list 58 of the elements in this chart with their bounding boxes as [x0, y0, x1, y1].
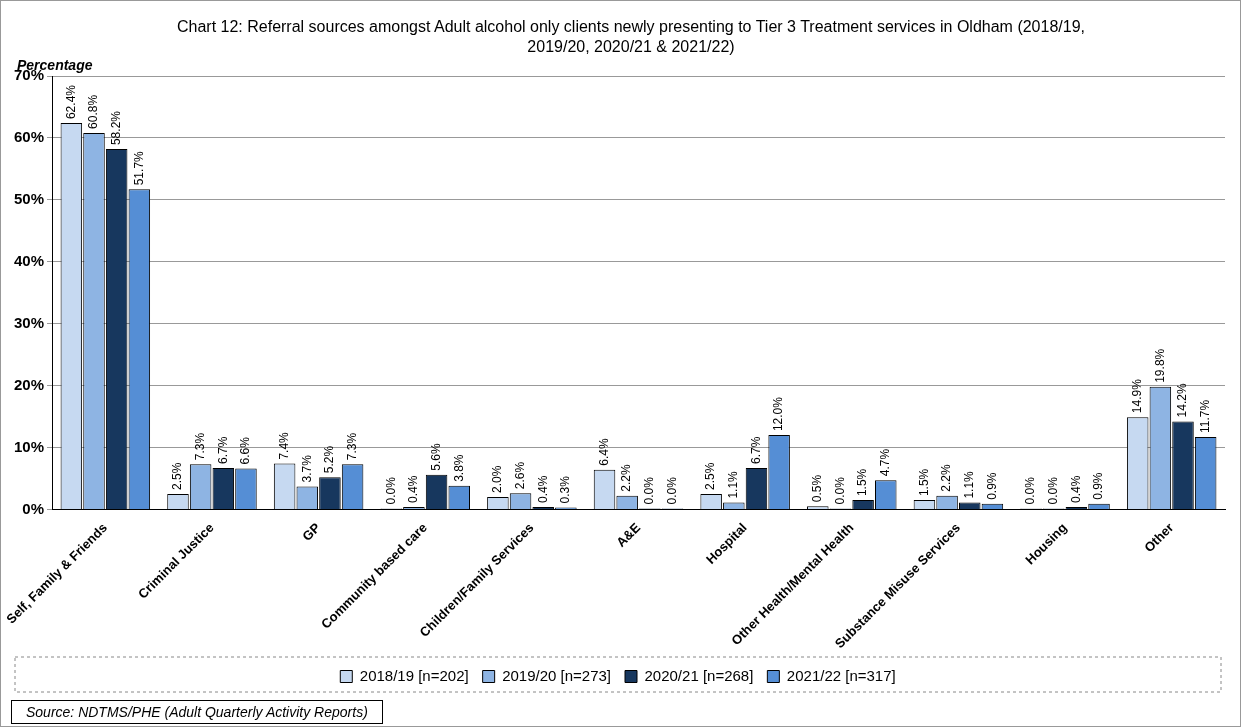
data-label: 1.1%: [726, 470, 741, 499]
data-label: 7.3%: [344, 432, 359, 461]
data-label: 1.5%: [855, 468, 870, 497]
data-label: 3.8%: [451, 454, 466, 482]
data-label: 0.9%: [984, 472, 999, 500]
data-label: 3.7%: [299, 454, 314, 483]
data-label: 2.5%: [170, 462, 185, 490]
data-label: 5.2%: [322, 445, 337, 474]
data-label: 0.0%: [832, 476, 847, 505]
data-label: 0.4%: [535, 475, 550, 503]
data-label: 0.0%: [383, 476, 398, 505]
data-label: 58.2%: [108, 110, 123, 146]
y-tick-label: 60%: [13, 128, 45, 146]
y-tick-label: 10%: [13, 437, 45, 455]
y-tick-label: 0%: [22, 499, 45, 517]
data-label: 0.4%: [1068, 475, 1083, 503]
data-label: 6.4%: [596, 438, 611, 466]
data-label: 7.4%: [276, 431, 291, 460]
legend-label: 2020/21 [n=268]: [644, 666, 754, 684]
data-label: 12.0%: [771, 396, 786, 432]
y-tick-label: 20%: [13, 375, 45, 393]
data-label: 2.5%: [703, 462, 718, 490]
data-label: 1.5%: [916, 468, 931, 497]
legend-label: 2019/20 [n=273]: [502, 666, 612, 684]
data-label: 0.9%: [1091, 472, 1106, 500]
data-label: 6.6%: [238, 436, 253, 465]
y-tick-label: 40%: [13, 251, 45, 269]
legend-label: 2021/22 [n=317]: [786, 666, 896, 684]
data-label: 7.3%: [192, 432, 207, 461]
data-label: 2.2%: [619, 464, 634, 492]
x-tick-label: GP: [299, 519, 324, 544]
data-label: 11.7%: [1197, 399, 1212, 433]
data-label: 14.2%: [1175, 383, 1190, 418]
y-tick-label: 30%: [13, 313, 45, 331]
data-label: 2.6%: [512, 461, 527, 490]
data-label: 0.0%: [642, 476, 657, 505]
data-label: 6.7%: [215, 436, 230, 464]
source-note: Source: NDTMS/PHE (Adult Quarterly Activity Reports): [11, 700, 383, 724]
data-label: 6.7%: [748, 436, 763, 464]
data-label: 60.8%: [86, 94, 101, 129]
data-label: 51.7%: [131, 150, 146, 186]
data-label: 0.5%: [810, 474, 825, 503]
data-label: 2.0%: [490, 465, 505, 493]
data-label: 14.9%: [1130, 378, 1145, 414]
data-label: 1.1%: [962, 470, 977, 499]
data-label: 2.2%: [939, 464, 954, 492]
data-label: 62.4%: [63, 84, 78, 120]
data-label: 0.0%: [664, 476, 679, 505]
chart-title: Chart 12: Referral sources amongst Adult alcohol only clients newly presenting to Tier 3 Treatment services in Oldham (2018/19, 2019/20, 2020/21 & 2021/22): [176, 17, 1086, 57]
data-label: 4.7%: [878, 448, 893, 477]
data-label: 5.6%: [428, 443, 443, 471]
y-tick-label: 50%: [13, 189, 45, 207]
legend-label: 2018/19 [n=202]: [359, 666, 469, 684]
data-label: 0.3%: [558, 475, 573, 504]
data-label: 0.0%: [1023, 476, 1038, 505]
data-label: 0.0%: [1046, 476, 1061, 505]
data-label: 19.8%: [1152, 348, 1167, 383]
data-label: 0.4%: [406, 475, 421, 503]
